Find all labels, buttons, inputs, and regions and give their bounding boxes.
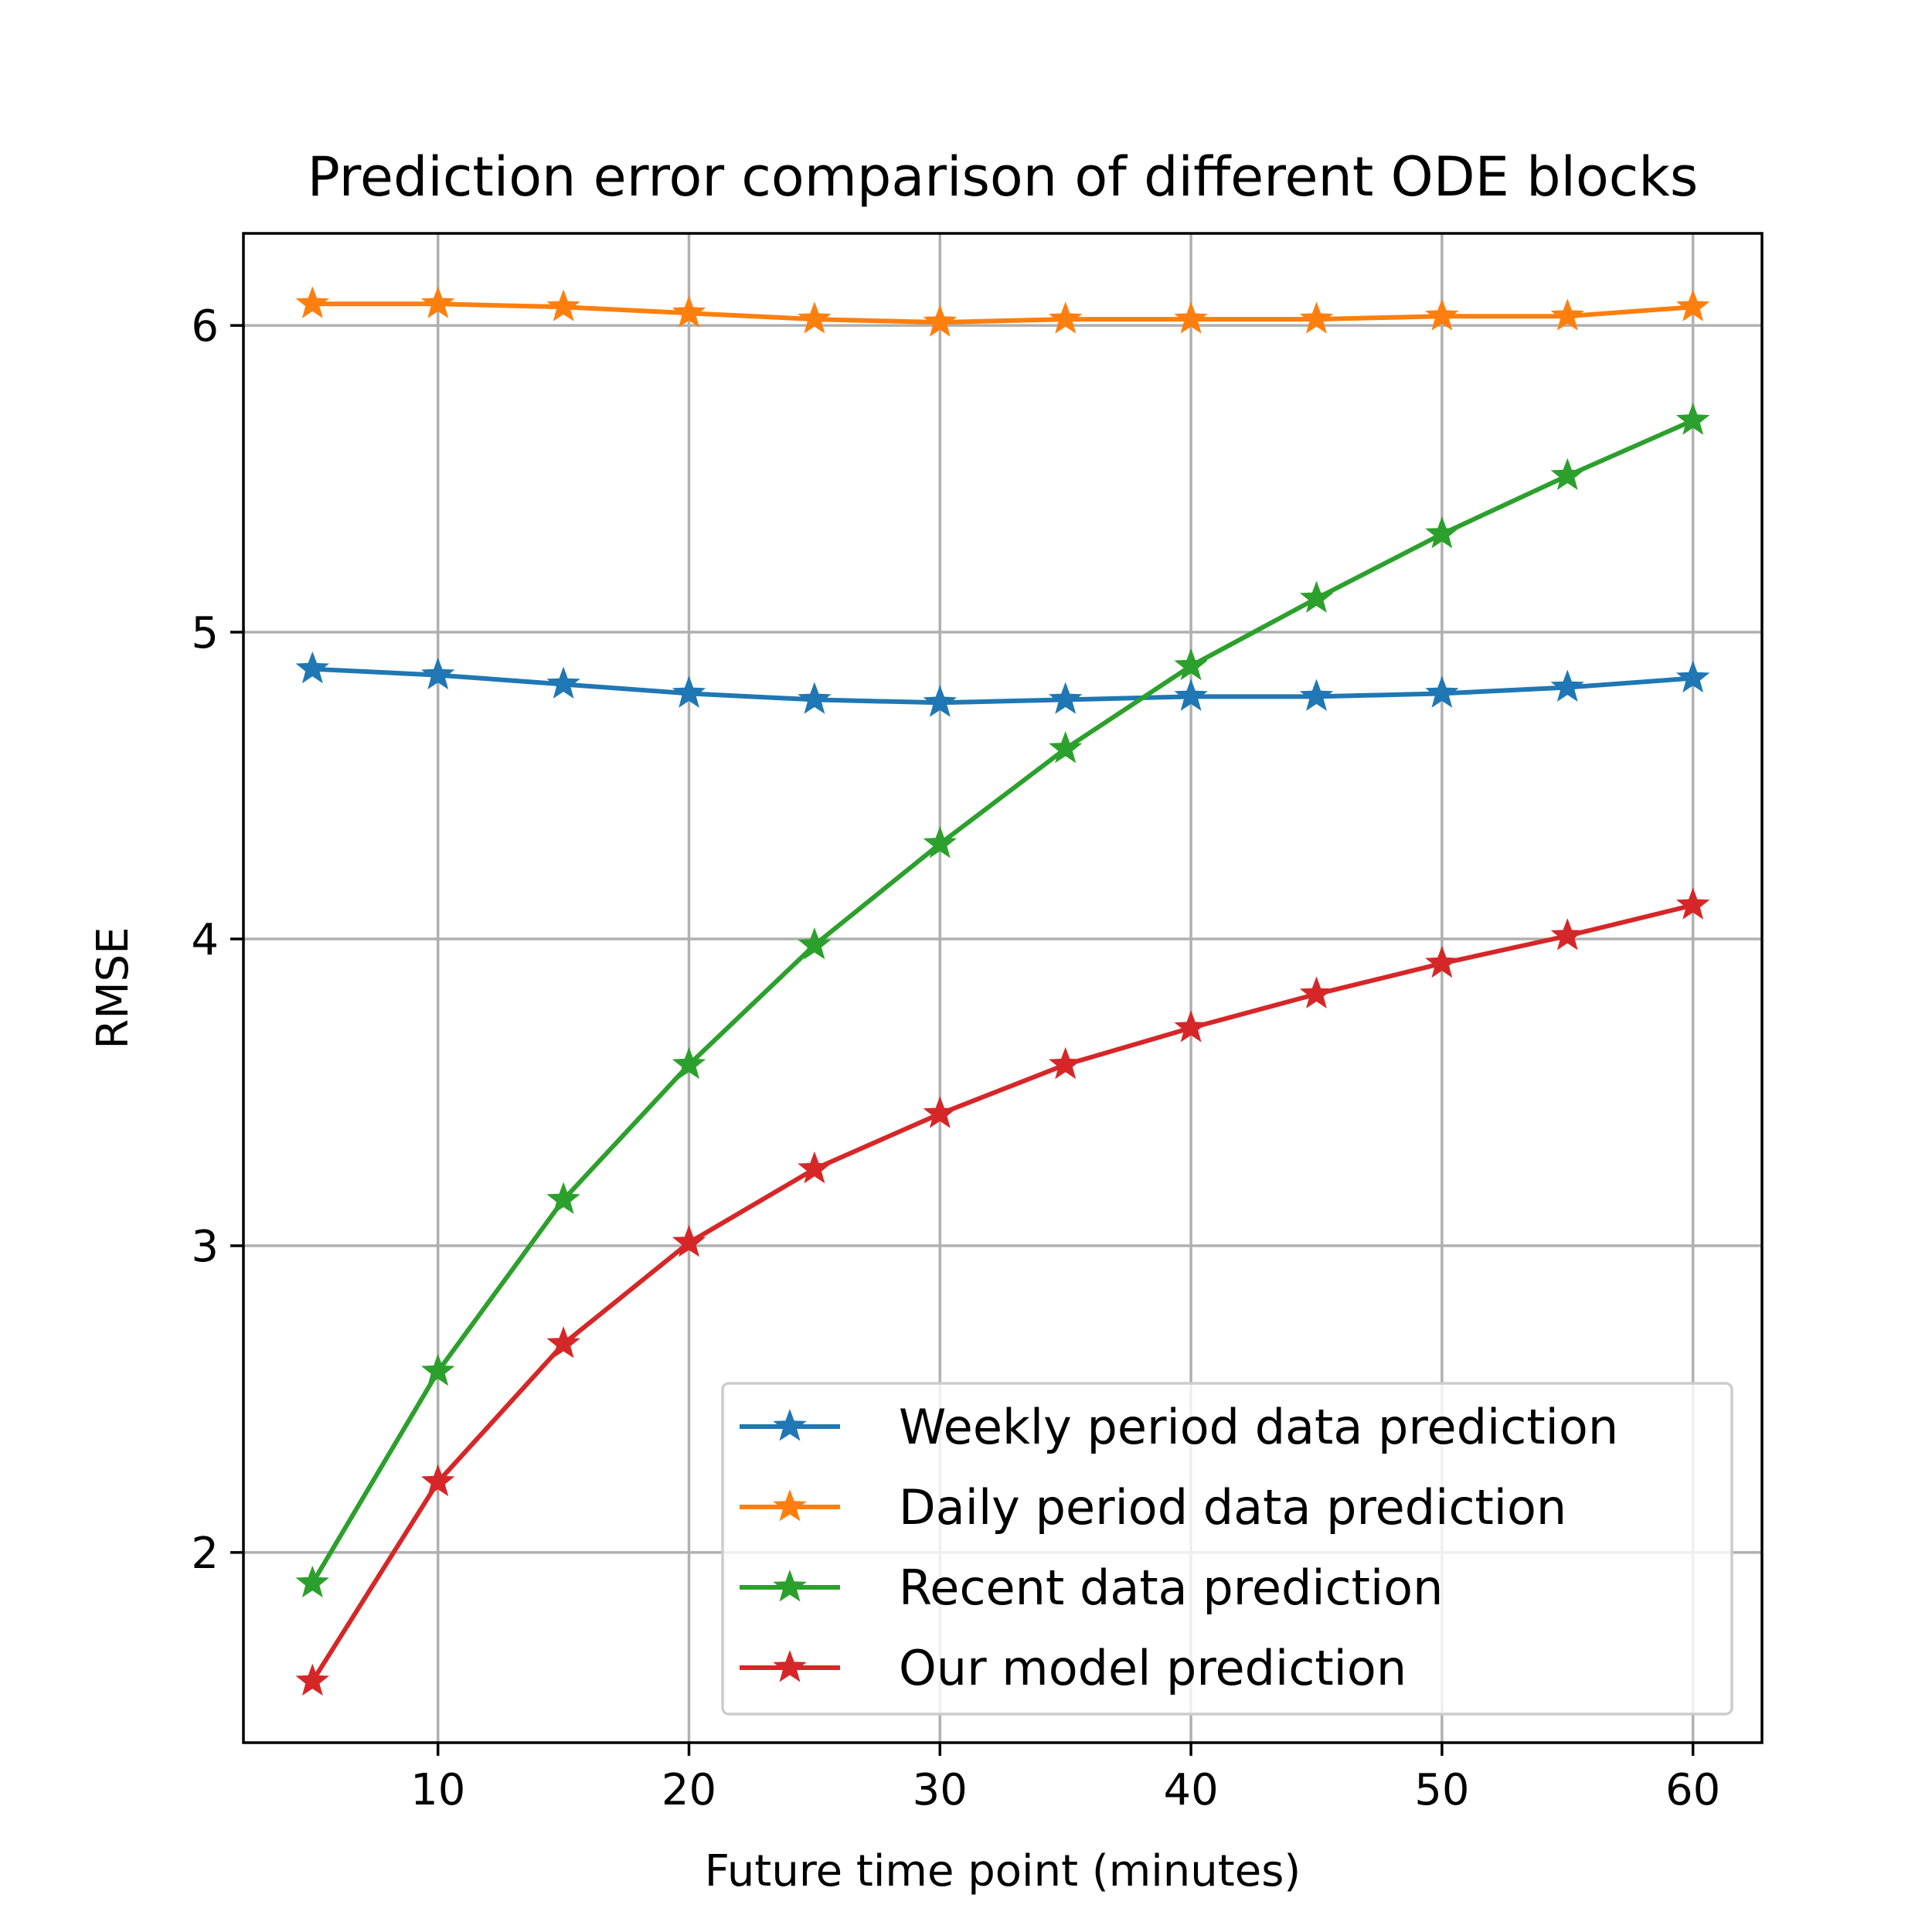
data-point-daily-period-data-prediction <box>1048 301 1083 334</box>
data-point-daily-period-data-prediction <box>923 304 957 337</box>
y-tick-label: 3 <box>191 1222 219 1272</box>
legend-item-daily-period-data-prediction: Daily period data prediction <box>740 1479 1566 1536</box>
data-point-our-model-prediction <box>1174 1010 1208 1043</box>
series-daily-period-data-prediction <box>295 286 1710 337</box>
data-point-our-model-prediction <box>798 1151 832 1184</box>
x-tick-label: 40 <box>1163 1765 1218 1815</box>
legend-label-recent-data-prediction: Recent data prediction <box>899 1560 1443 1616</box>
series-recent-data-prediction <box>295 403 1710 1598</box>
legend-label-our-model-prediction: Our model prediction <box>899 1640 1406 1696</box>
data-point-our-model-prediction <box>672 1225 706 1257</box>
legend-item-weekly-period-data-prediction: Weekly period data prediction <box>740 1399 1618 1455</box>
plot-frame <box>242 232 1764 1744</box>
series-line-daily-period-data-prediction <box>310 301 1696 325</box>
data-point-our-model-prediction <box>1048 1046 1083 1080</box>
data-point-our-model-prediction <box>295 1663 330 1696</box>
data-point-weekly-period-data-prediction <box>798 682 832 714</box>
x-tick-label: 10 <box>410 1765 465 1815</box>
x-tick-label: 20 <box>662 1765 716 1815</box>
data-point-recent-data-prediction <box>1425 516 1459 549</box>
tick-layer: 10 20 30 40 50 60 2 3 4 5 6 <box>191 301 1720 1815</box>
y-tick-label: 2 <box>191 1529 219 1579</box>
y-tick-label: 6 <box>191 301 219 352</box>
data-point-daily-period-data-prediction <box>1174 301 1208 334</box>
data-point-recent-data-prediction <box>420 1353 455 1386</box>
data-point-recent-data-prediction <box>546 1182 580 1214</box>
data-point-recent-data-prediction <box>1299 580 1334 613</box>
data-point-weekly-period-data-prediction <box>923 685 957 717</box>
series-weekly-period-data-prediction <box>295 651 1710 717</box>
data-point-weekly-period-data-prediction <box>1299 679 1334 711</box>
data-point-daily-period-data-prediction <box>798 301 832 334</box>
legend-label-weekly-period-data-prediction: Weekly period data prediction <box>899 1399 1618 1455</box>
series-our-model-prediction <box>295 887 1710 1696</box>
x-tick-label: 30 <box>913 1765 968 1815</box>
legend-box <box>721 1382 1733 1716</box>
data-point-daily-period-data-prediction <box>1550 298 1585 331</box>
data-point-recent-data-prediction <box>1550 457 1585 491</box>
data-point-weekly-period-data-prediction <box>1550 669 1585 702</box>
legend-marker-our-model-prediction <box>773 1650 807 1682</box>
data-point-recent-data-prediction <box>295 1565 330 1598</box>
data-point-weekly-period-data-prediction <box>1174 679 1208 711</box>
data-point-weekly-period-data-prediction <box>546 666 580 699</box>
data-point-daily-period-data-prediction <box>295 286 330 318</box>
series-line-recent-data-prediction <box>309 417 1696 1587</box>
data-point-recent-data-prediction <box>798 927 832 960</box>
data-point-daily-period-data-prediction <box>1299 301 1334 334</box>
x-axis-label: Future time point (minutes) <box>705 1846 1301 1896</box>
series-line-weekly-period-data-prediction <box>310 666 1696 706</box>
data-point-daily-period-data-prediction <box>1425 298 1459 331</box>
data-point-weekly-period-data-prediction <box>1675 660 1710 693</box>
data-point-our-model-prediction <box>1550 918 1585 951</box>
data-point-recent-data-prediction <box>923 826 957 859</box>
data-point-daily-period-data-prediction <box>672 295 706 328</box>
legend-marker-daily-period-data-prediction <box>773 1489 807 1522</box>
data-point-our-model-prediction <box>420 1464 455 1497</box>
legend-item-our-model-prediction: Our model prediction <box>740 1640 1406 1696</box>
series-layer <box>295 286 1710 1696</box>
data-point-recent-data-prediction <box>1174 648 1208 681</box>
data-point-our-model-prediction <box>1299 976 1334 1009</box>
x-tick-label: 60 <box>1665 1765 1720 1815</box>
data-point-weekly-period-data-prediction <box>1048 682 1083 714</box>
series-line-our-model-prediction <box>309 902 1696 1685</box>
data-point-recent-data-prediction <box>1048 731 1083 764</box>
legend-label-daily-period-data-prediction: Daily period data prediction <box>899 1479 1566 1536</box>
chart-title: Prediction error comparison of different… <box>308 145 1699 209</box>
data-point-our-model-prediction <box>923 1096 957 1128</box>
y-axis-label: RMSE <box>88 927 138 1049</box>
data-point-daily-period-data-prediction <box>546 289 580 321</box>
data-point-recent-data-prediction <box>1675 403 1710 435</box>
legend-marker-weekly-period-data-prediction <box>773 1409 807 1441</box>
grid-layer <box>243 233 1762 1743</box>
data-point-daily-period-data-prediction <box>420 286 455 318</box>
legend-item-recent-data-prediction: Recent data prediction <box>740 1560 1443 1616</box>
data-point-weekly-period-data-prediction <box>1425 675 1459 708</box>
data-point-our-model-prediction <box>1675 887 1710 920</box>
legend-marker-recent-data-prediction <box>773 1570 807 1602</box>
legend: Weekly period data prediction Daily perio… <box>721 1382 1733 1716</box>
x-tick-label: 50 <box>1414 1765 1469 1815</box>
data-point-daily-period-data-prediction <box>1675 289 1710 321</box>
data-point-our-model-prediction <box>546 1326 580 1359</box>
data-point-recent-data-prediction <box>672 1046 706 1080</box>
y-tick-label: 5 <box>191 608 219 658</box>
data-point-weekly-period-data-prediction <box>295 651 330 684</box>
y-tick-label: 4 <box>191 915 219 965</box>
data-point-weekly-period-data-prediction <box>420 657 455 690</box>
data-point-weekly-period-data-prediction <box>672 675 706 708</box>
data-point-our-model-prediction <box>1425 945 1459 978</box>
